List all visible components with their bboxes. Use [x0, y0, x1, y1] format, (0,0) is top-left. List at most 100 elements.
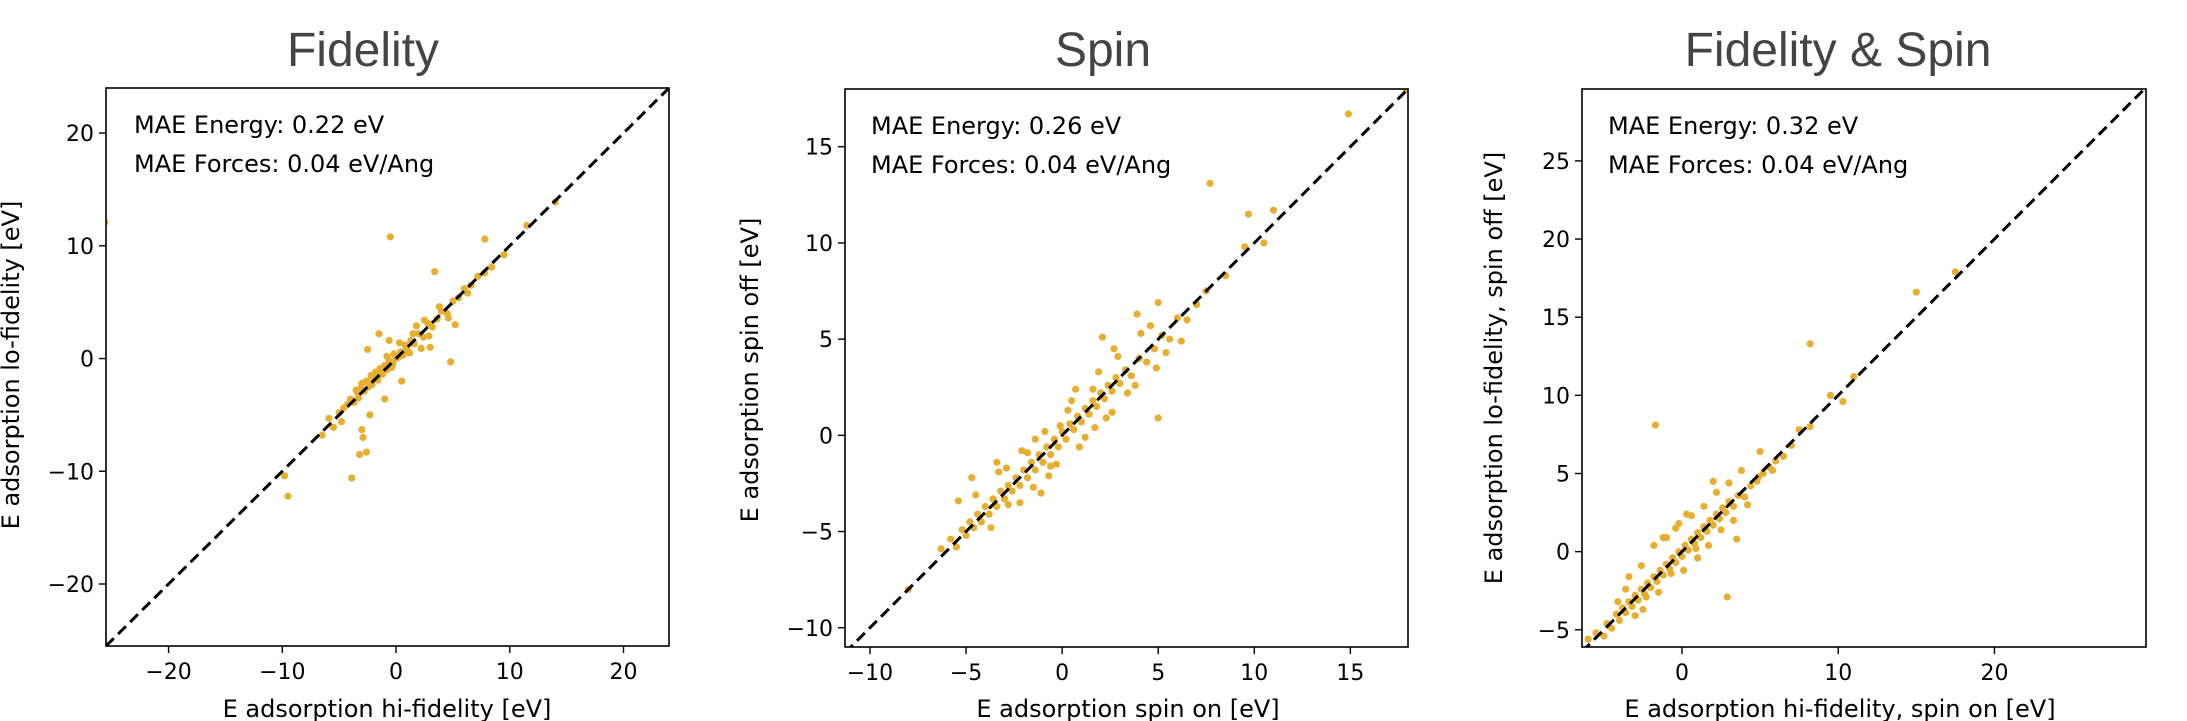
data-point	[1154, 414, 1162, 422]
data-point	[329, 423, 338, 431]
x-tick-label: 20	[610, 660, 638, 685]
data-point	[1137, 329, 1145, 337]
y-tick-label: 15	[805, 136, 833, 161]
y-tick-label: −10	[48, 460, 94, 485]
data-point	[1650, 541, 1658, 550]
data-point	[1152, 364, 1160, 372]
data-point	[1133, 310, 1141, 318]
data-point	[1951, 268, 1959, 276]
data-point	[386, 233, 394, 241]
data-point	[981, 502, 989, 511]
data-point	[1651, 421, 1659, 429]
data-point	[1098, 333, 1107, 341]
data-point	[409, 330, 417, 338]
data-point	[359, 433, 367, 442]
data-point	[1697, 534, 1705, 542]
data-point	[1659, 534, 1667, 542]
data-point	[1056, 422, 1064, 430]
data-point	[995, 468, 1003, 476]
data-point	[1584, 635, 1592, 643]
data-point	[1100, 395, 1108, 403]
data-point	[1143, 358, 1151, 366]
data-point	[1344, 110, 1352, 118]
data-point	[1093, 402, 1101, 411]
data-point	[1041, 427, 1049, 436]
data-point	[1052, 460, 1060, 468]
data-point	[1054, 443, 1062, 451]
data-point	[364, 345, 372, 354]
data-point	[937, 545, 945, 553]
data-point	[1131, 381, 1139, 389]
mae-forces-annotation: MAE Forces: 0.04 eV/Ang	[1608, 151, 1908, 179]
data-point	[1045, 472, 1053, 480]
y-tick-label: 25	[1542, 150, 1570, 175]
data-point	[974, 510, 982, 518]
data-point	[1655, 588, 1663, 596]
data-point	[1608, 624, 1616, 632]
y-tick-label: 0	[1556, 541, 1570, 566]
data-point	[1066, 420, 1074, 428]
data-point	[1692, 544, 1700, 553]
data-point	[356, 450, 364, 458]
data-point	[1614, 598, 1622, 606]
plot-frame	[105, 87, 670, 647]
data-point	[1747, 482, 1755, 490]
data-point	[993, 502, 1001, 511]
panel-title: Fidelity & Spin	[1685, 24, 1992, 77]
y-tick-label: 10	[805, 232, 833, 257]
data-point	[425, 332, 433, 340]
data-point	[1081, 433, 1089, 441]
data-point	[1110, 345, 1118, 353]
plot-frame	[844, 88, 1409, 648]
data-point	[1031, 466, 1039, 474]
x-tick-label: 10	[1824, 661, 1852, 686]
data-point	[1712, 488, 1720, 496]
data-point	[1722, 508, 1730, 517]
mae-forces-annotation: MAE Forces: 0.04 eV/Ang	[871, 151, 1171, 179]
data-point	[366, 411, 374, 419]
data-point	[358, 426, 366, 434]
y-tick-label: 5	[819, 328, 833, 353]
data-point	[1004, 501, 1012, 509]
data-point	[968, 474, 976, 482]
data-point	[1047, 462, 1055, 470]
data-point	[1116, 379, 1124, 387]
data-point	[1016, 499, 1024, 507]
mae-energy-annotation: MAE Energy: 0.26 eV	[871, 112, 1122, 140]
data-point	[1694, 554, 1702, 562]
data-point	[1108, 387, 1116, 395]
mae-energy-annotation: MAE Energy: 0.32 eV	[1608, 112, 1859, 140]
data-point	[1027, 458, 1035, 466]
data-point	[1112, 374, 1120, 382]
y-tick-label: −20	[48, 573, 94, 598]
y-tick-label: 10	[66, 235, 94, 260]
data-point	[1177, 337, 1185, 345]
data-point	[1806, 423, 1814, 431]
y-tick-label: −5	[801, 521, 833, 546]
panel-fidelity-spin: Fidelity & Spin 0 10 20 −5 0 5 10 15 20 25 MAE En…	[1480, 24, 2147, 721]
parity-line	[1584, 89, 2146, 647]
data-point	[1733, 535, 1741, 543]
data-point	[398, 377, 406, 385]
data-point	[1102, 414, 1110, 422]
data-point	[1004, 481, 1012, 489]
data-point	[406, 349, 414, 357]
data-point	[474, 272, 482, 280]
data-point	[1779, 452, 1788, 460]
data-point	[523, 221, 531, 230]
x-tick-label: 20	[1980, 661, 2008, 686]
data-point	[1704, 541, 1713, 550]
data-point	[500, 251, 508, 259]
data-point	[1031, 435, 1039, 443]
y-tick-label: 5	[1556, 463, 1570, 488]
plot-area: −10 −5 0 5 10 15 −10 −5 0 5 10 15	[787, 88, 1409, 686]
x-tick-label: 15	[1336, 661, 1364, 686]
data-point	[1637, 562, 1645, 570]
data-point	[1642, 593, 1650, 601]
data-point	[1725, 479, 1733, 487]
x-tick-label: 0	[389, 660, 403, 685]
mae-forces-annotation: MAE Forces: 0.04 eV/Ang	[134, 150, 434, 178]
data-point	[1912, 288, 1920, 296]
data-point	[1737, 466, 1745, 474]
data-point	[420, 316, 429, 324]
